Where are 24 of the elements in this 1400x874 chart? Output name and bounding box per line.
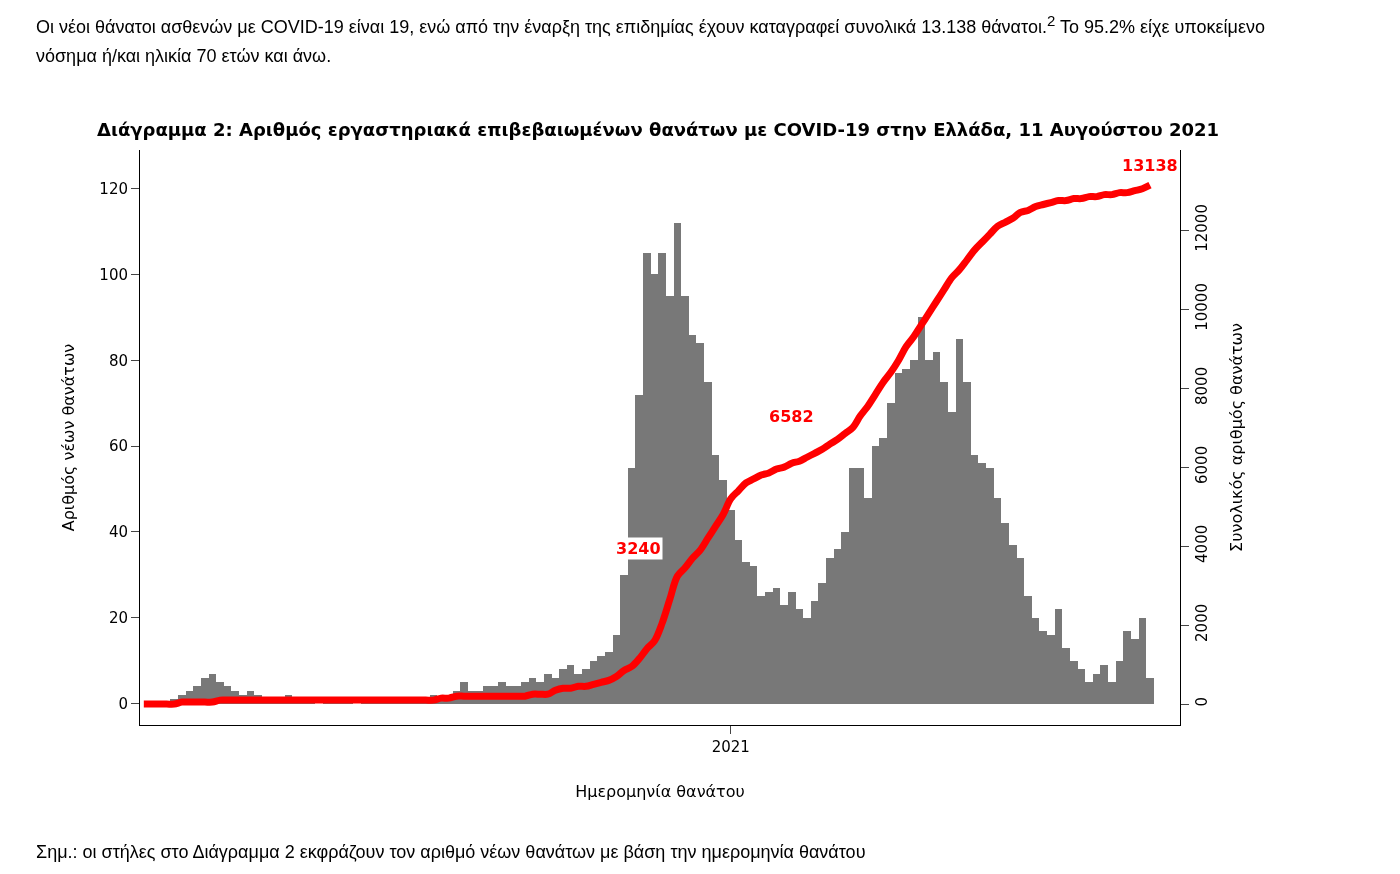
- data-label: 3240: [616, 539, 661, 558]
- y2-tick-label: 0: [1193, 697, 1211, 707]
- y-tick-label: 120: [99, 179, 128, 198]
- y2-tick-label: 6000: [1193, 445, 1211, 484]
- y2-tick-label: 8000: [1193, 366, 1211, 405]
- y2-tick-label: 2000: [1193, 603, 1211, 642]
- y-tick-label: 60: [108, 437, 128, 456]
- y2-axis-title: Συνολικός αριθμός θανάτων: [1226, 323, 1246, 552]
- x-tick-label: 2021: [711, 738, 750, 756]
- y-axis-title: Αριθμός νέων θανάτων: [59, 343, 79, 532]
- y-tick-label: 80: [108, 351, 128, 370]
- y2-tick-label: 4000: [1193, 524, 1211, 563]
- text: Σημ.: οι στήλες στο Διάγραμμα 2 εκφράζουν τον αριθμό νέων θανάτων με βάση την ημερομηνία θανάτου: [36, 841, 867, 864]
- y-tick-label: 40: [108, 523, 128, 542]
- y-tick-label: 20: [108, 608, 128, 627]
- y-tick-label: 100: [99, 265, 128, 284]
- data-label: 6582: [769, 407, 814, 426]
- x-axis-title: Ημερομηνία θανάτου: [575, 781, 745, 801]
- y-tick-label: 0: [118, 694, 128, 713]
- data-label: 13138: [1122, 156, 1178, 175]
- text: Οι νέοι θάνατοι ασθενών με COVID-19 είναι 19, ενώ από την έναρξη της επιδημίας έχουν καταγραφεί συνολικά 13.138 θάνατοι.$^{2}$ Το 95.2% είχε υποκείμενο νόσημα ή/και ηλικία 70 ετών και άνω.: [36, 12, 1265, 66]
- chart-title: Διάγραμμα 2: Αριθμός εργαστηριακά επιβεβαιωμένων θανάτων με COVID-19 στην Ελλάδα, 11 Αυγούστου 2021: [97, 119, 1219, 141]
- y2-tick-label: 10000: [1193, 283, 1211, 331]
- y2-tick-label: 12000: [1193, 204, 1211, 252]
